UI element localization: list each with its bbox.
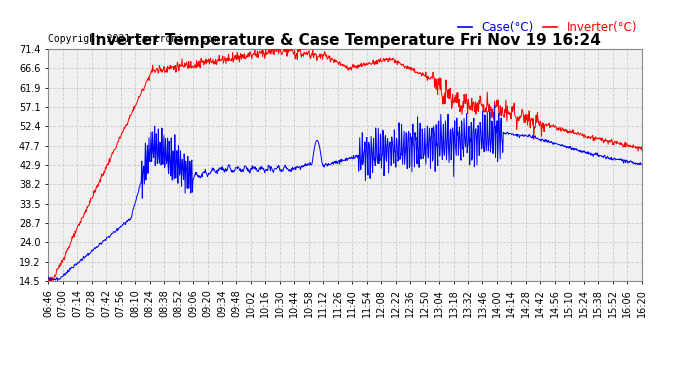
Legend: Case(°C), Inverter(°C): Case(°C), Inverter(°C) bbox=[453, 16, 642, 39]
Title: Inverter Temperature & Case Temperature Fri Nov 19 16:24: Inverter Temperature & Case Temperature … bbox=[90, 33, 600, 48]
Text: Copyright 2021 Cartronics.com: Copyright 2021 Cartronics.com bbox=[48, 34, 219, 44]
